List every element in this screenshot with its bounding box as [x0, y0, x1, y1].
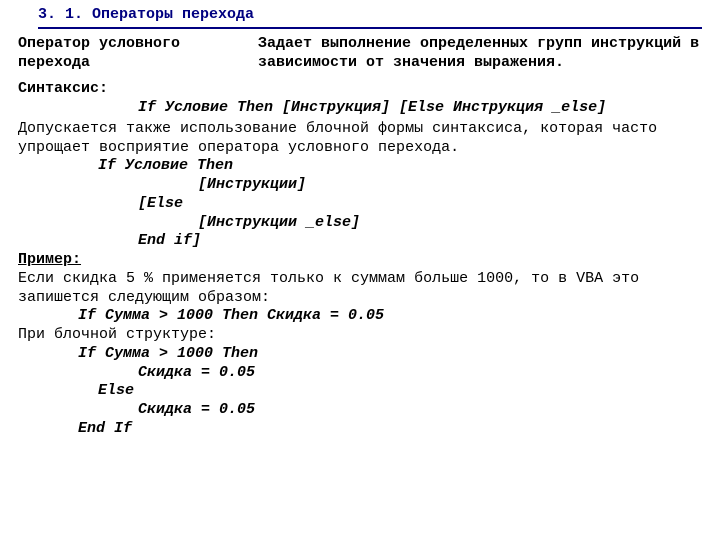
syntax-label: Синтаксис: [18, 80, 702, 99]
ex2-l2: Скидка = 0.05 [18, 364, 702, 383]
block-l2: [Инструкции] [18, 176, 702, 195]
ex2-l3: Else [18, 382, 702, 401]
example-text: Если скидка 5 % применяется только к сум… [18, 270, 702, 308]
paragraph: Допускается также использование блочной … [18, 120, 702, 158]
example-heading: Пример: [18, 251, 702, 270]
term: Оператор условного перехода [18, 35, 258, 73]
block-l1: If Условие Then [18, 157, 702, 176]
syntax-line: If Условие Then [Инструкция] [Else Инстр… [18, 99, 702, 118]
example-label: Пример: [18, 251, 81, 268]
definition-row: Оператор условного перехода Задает выпол… [18, 35, 702, 73]
example-line-1: If Сумма > 1000 Then Скидка = 0.05 [18, 307, 702, 326]
block-l3: [Else [18, 195, 702, 214]
ex2-l5: End If [18, 420, 702, 439]
section-heading: 3. 1. Операторы перехода [38, 6, 702, 29]
block-l4: [Инструкции _else] [18, 214, 702, 233]
definition: Задает выполнение определенных групп инс… [258, 35, 702, 73]
block-structure-label: При блочной структуре: [18, 326, 702, 345]
block-l5: End if] [18, 232, 702, 251]
ex2-l4: Скидка = 0.05 [18, 401, 702, 420]
ex2-l1: If Сумма > 1000 Then [18, 345, 702, 364]
